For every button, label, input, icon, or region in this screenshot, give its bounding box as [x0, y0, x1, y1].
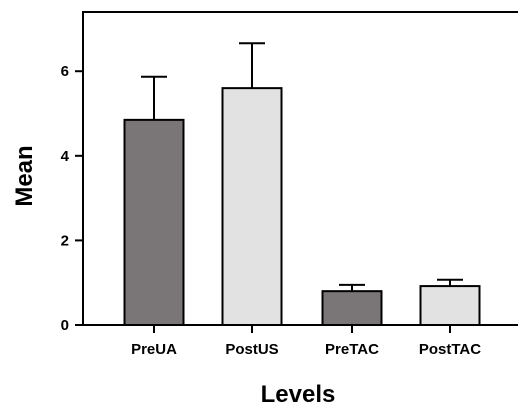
- bar-pretac: [321, 290, 383, 327]
- y-tick-label-0: 0: [61, 317, 69, 334]
- x-tick-label-pretac: PreTAC: [325, 341, 379, 358]
- x-tick-label-preua: PreUA: [131, 341, 177, 358]
- x-tick-label-postus: PostUS: [225, 341, 278, 358]
- x-axis: PreUA PostUS PreTAC PostTAC: [131, 325, 481, 358]
- error-bars-layer: [141, 42, 463, 292]
- bar-postus: [221, 87, 283, 326]
- bars-layer: [123, 87, 481, 327]
- x-axis-title: Levels: [261, 381, 336, 408]
- bar-preua: [123, 118, 185, 326]
- bar-posttac: [419, 285, 481, 326]
- x-tick-label-posttac: PostTAC: [419, 341, 481, 358]
- y-tick-label-2: 2: [61, 232, 69, 249]
- y-axis: 0 2 4 6: [61, 63, 83, 334]
- y-tick-label-4: 4: [61, 148, 70, 165]
- y-tick-label-6: 6: [61, 63, 69, 80]
- y-axis-title: Mean: [11, 145, 38, 206]
